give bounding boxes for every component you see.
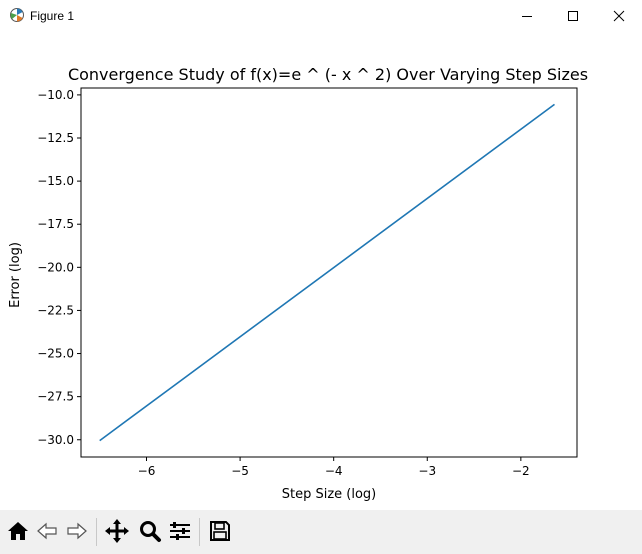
save-button[interactable] — [206, 515, 234, 547]
maximize-icon — [568, 10, 578, 21]
y-tick-label: −25.0 — [37, 347, 74, 361]
y-tick-label: −10.0 — [37, 88, 74, 102]
close-button[interactable] — [596, 0, 642, 31]
navigation-toolbar — [0, 510, 642, 554]
y-axis-label: Error (log) — [8, 242, 23, 308]
home-button[interactable] — [4, 515, 32, 547]
y-tick-label: −15.0 — [37, 174, 74, 188]
maximize-button[interactable] — [550, 0, 596, 31]
pan-icon — [105, 519, 129, 543]
figure-canvas[interactable]: Convergence Study of f(x)=e ^ (- x ^ 2) … — [0, 31, 642, 509]
minimize-icon — [522, 15, 532, 17]
minimize-button[interactable] — [504, 0, 550, 31]
pan-button[interactable] — [103, 515, 131, 547]
matplotlib-app-icon — [10, 8, 24, 22]
x-tick-label: −3 — [418, 464, 436, 478]
x-tick-label: −4 — [325, 464, 343, 478]
y-tick-label: −27.5 — [37, 390, 74, 404]
zoom-icon — [140, 521, 161, 542]
window-title: Figure 1 — [30, 9, 75, 23]
save-icon — [210, 521, 230, 541]
y-tick-label: −12.5 — [37, 131, 74, 145]
x-axis-label: Step Size (log) — [282, 487, 377, 502]
chart-title: Convergence Study of f(x)=e ^ (- x ^ 2) … — [68, 65, 588, 84]
back-button[interactable] — [33, 515, 61, 547]
y-tick-label: −17.5 — [37, 217, 74, 231]
configure-subplots-icon — [170, 522, 190, 540]
y-tick-label: −20.0 — [37, 260, 74, 274]
y-tick-label: −22.5 — [37, 303, 74, 317]
line-chart: Convergence Study of f(x)=e ^ (- x ^ 2) … — [8, 65, 588, 502]
x-tick-label: −6 — [138, 464, 156, 478]
toolbar-separator — [199, 518, 200, 546]
plot-frame — [80, 87, 578, 458]
configure-subplots-button[interactable] — [166, 515, 194, 547]
zoom-button[interactable] — [136, 515, 164, 547]
axes: −6 −5 −4 −3 −2 −10.0 −12.5 −15.0 −17.5 −20.0 −22.5… — [37, 87, 578, 478]
x-tick-label: −5 — [231, 464, 249, 478]
forward-button[interactable] — [63, 515, 91, 547]
back-icon — [37, 522, 57, 540]
home-icon — [8, 522, 28, 540]
y-tick-label: −30.0 — [37, 433, 74, 447]
window-titlebar: Figure 1 — [0, 0, 642, 32]
forward-icon — [67, 522, 87, 540]
close-icon — [613, 10, 625, 21]
series-line — [99, 103, 555, 442]
x-tick-label: −2 — [512, 464, 530, 478]
toolbar-separator — [96, 518, 97, 546]
